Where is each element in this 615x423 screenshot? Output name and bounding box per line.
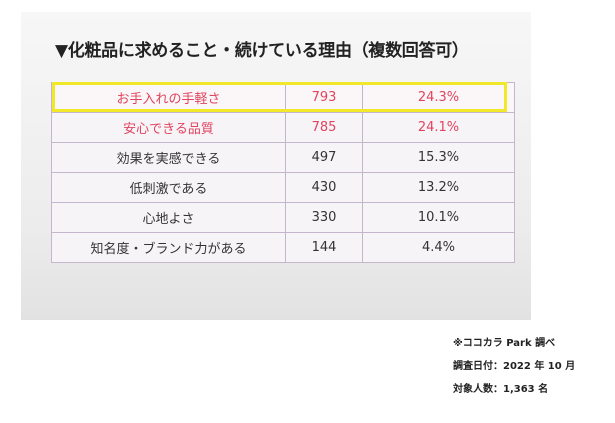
percent-cell: 13.2%: [362, 172, 515, 203]
table-row: 効果を実感できる 497 15.3%: [51, 142, 515, 173]
respondents-note: 対象人数：1,363 名: [453, 384, 549, 395]
survey-slide: ▼化粧品に求めること・続けている理由（複数回答可） お手入れの手軽さ 793 2…: [21, 12, 531, 320]
count-cell: 793: [285, 82, 363, 113]
table-row: 安心できる品質 785 24.1%: [51, 112, 515, 143]
table-row: お手入れの手軽さ 793 24.3%: [51, 82, 515, 113]
count-cell: 785: [285, 112, 363, 143]
percent-cell: 24.3%: [362, 82, 515, 113]
percent-cell: 24.1%: [362, 112, 515, 143]
reason-cell: 安心できる品質: [51, 112, 286, 143]
percent-cell: 15.3%: [362, 142, 515, 173]
survey-notes: ※ココカラ Park 調べ 調査日付：2022 年 10 月 対象人数：1,36…: [453, 332, 575, 401]
count-cell: 144: [285, 232, 363, 263]
source-note: ※ココカラ Park 調べ: [453, 338, 556, 349]
reason-cell: 効果を実感できる: [51, 142, 286, 173]
count-cell: 330: [285, 202, 363, 233]
survey-results-table: お手入れの手軽さ 793 24.3% 安心できる品質 785 24.1% 効果を…: [51, 82, 515, 263]
table-row: 心地よさ 330 10.1%: [51, 202, 515, 233]
reason-cell: 心地よさ: [51, 202, 286, 233]
percent-cell: 4.4%: [362, 232, 515, 263]
slide-title: ▼化粧品に求めること・続けている理由（複数回答可）: [55, 41, 469, 61]
table-row: 知名度・ブランド力がある 144 4.4%: [51, 232, 515, 263]
count-cell: 430: [285, 172, 363, 203]
reason-cell: お手入れの手軽さ: [51, 82, 286, 113]
count-cell: 497: [285, 142, 363, 173]
percent-cell: 10.1%: [362, 202, 515, 233]
survey-date-note: 調査日付：2022 年 10 月: [453, 361, 576, 372]
table-row: 低刺激である 430 13.2%: [51, 172, 515, 203]
reason-cell: 知名度・ブランド力がある: [51, 232, 286, 263]
reason-cell: 低刺激である: [51, 172, 286, 203]
